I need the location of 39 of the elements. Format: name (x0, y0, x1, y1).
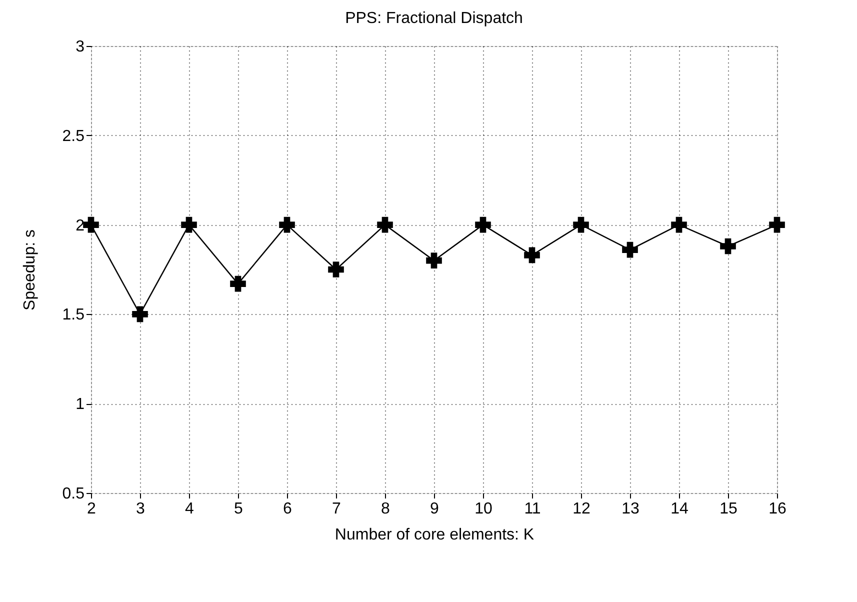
point (279, 216, 295, 233)
x-tick-label: 9 (430, 500, 440, 518)
x-tick-label: 6 (283, 500, 292, 518)
point (328, 262, 344, 278)
x-tick-label: 14 (670, 500, 688, 518)
x-tick-label: 7 (332, 500, 342, 518)
x-tick-label: 12 (572, 500, 590, 518)
x-tick-label: 2 (87, 500, 96, 518)
point (622, 242, 638, 258)
x-tick-label: 16 (768, 500, 786, 518)
point (426, 252, 442, 268)
x-tick-label: 5 (234, 500, 244, 518)
x-tick-label: 11 (524, 500, 541, 518)
x-axis-title: Number of core elements: K (334, 526, 534, 544)
point (573, 216, 589, 233)
chart-title: PPS: Fractional Dispatch (345, 10, 523, 27)
y-tick-label: 3 (76, 38, 85, 56)
point (230, 276, 246, 292)
point (181, 216, 197, 233)
point (720, 238, 736, 254)
point (524, 247, 540, 264)
point (132, 306, 148, 322)
y-tick-label: 2.5 (62, 128, 85, 145)
point (769, 216, 785, 233)
x-tick-label: 3 (136, 500, 146, 518)
x-tick-label: 4 (185, 500, 194, 518)
y-tick-label: 1.5 (62, 306, 85, 324)
x-tick-label: 8 (381, 500, 390, 518)
point (671, 216, 687, 233)
y-tick-label: 2 (76, 217, 85, 234)
x-tick-label: 10 (474, 500, 492, 518)
point (475, 216, 491, 233)
x-tick-label: 13 (622, 500, 640, 518)
point (83, 216, 99, 233)
point (377, 216, 393, 233)
y-axis-title: Speedup: s (21, 230, 38, 310)
y-tick-label: 1 (76, 396, 85, 414)
x-tick-label: 15 (720, 500, 738, 518)
y-tick-label: 0.5 (62, 486, 85, 502)
